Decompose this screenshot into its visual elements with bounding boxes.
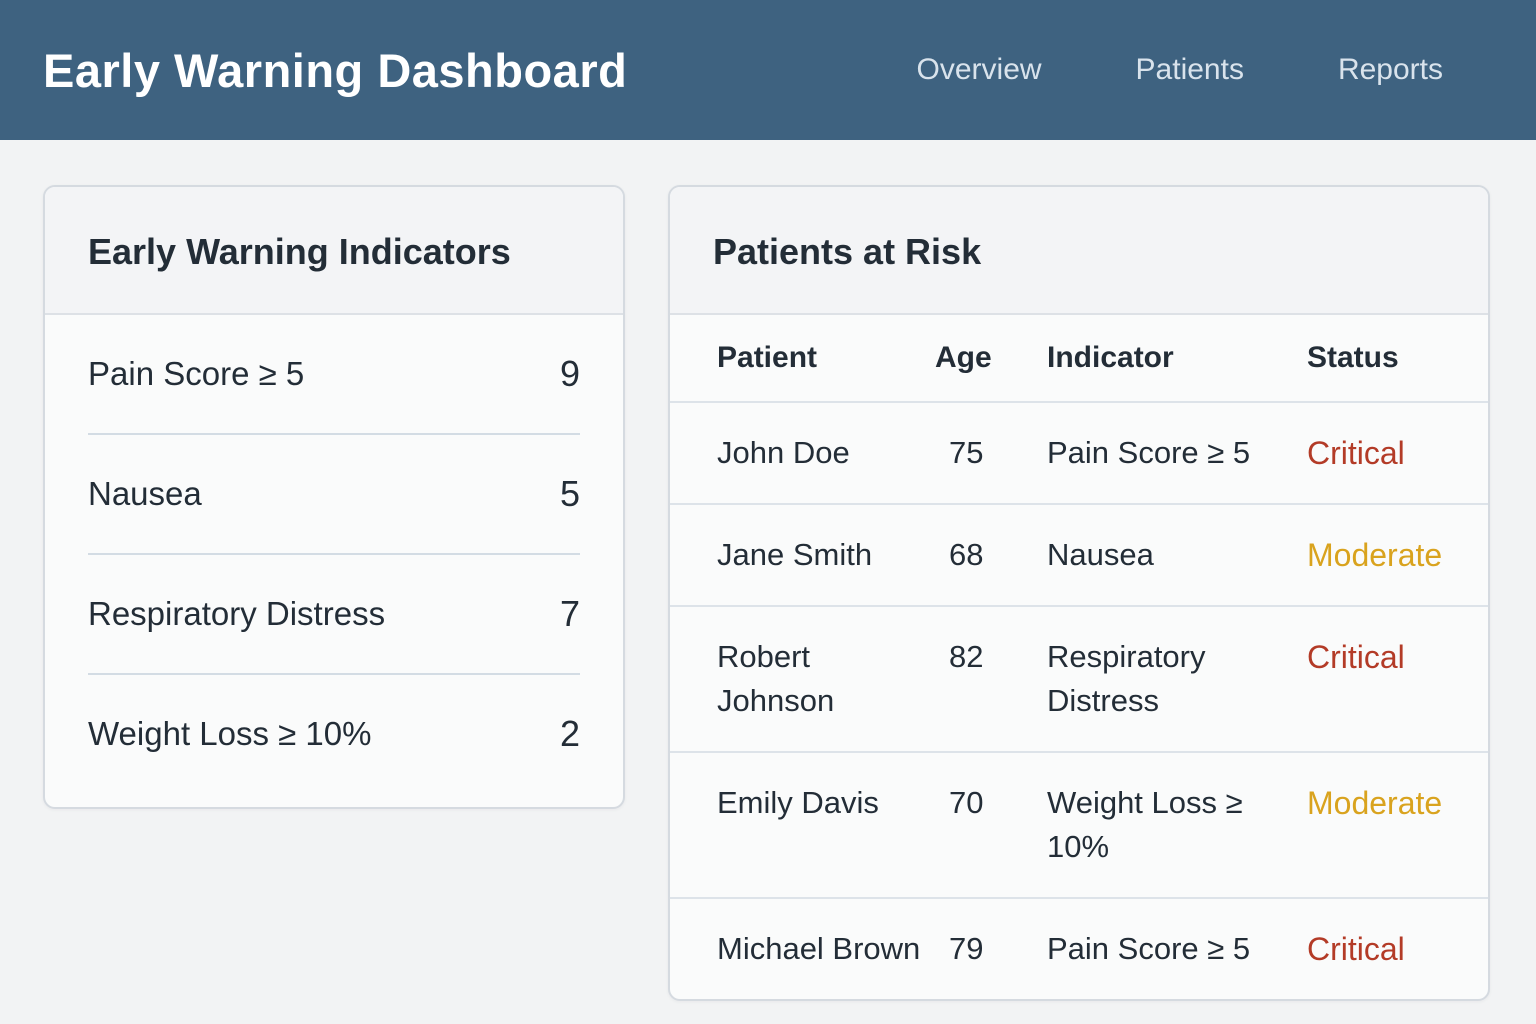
patient-name-cell: Emily Davis: [717, 785, 879, 820]
patient-age-cell: 70: [949, 785, 984, 820]
patient-name-cell: John Doe: [717, 435, 850, 470]
patients-table-body: John Doe 75 Pain Score ≥ 5 Critical Jane…: [670, 401, 1488, 999]
patient-row: Emily Davis 70 Weight Loss ≥ 10% Moderat…: [670, 751, 1488, 897]
app-title: Early Warning Dashboard: [43, 43, 628, 97]
patient-row: Michael Brown 79 Pain Score ≥ 5 Critical: [670, 897, 1488, 999]
nav-item-reports[interactable]: Reports: [1337, 53, 1443, 86]
patients-table-header: Patient Age Indicator Status: [670, 315, 1488, 401]
patient-name-cell: Jane Smith: [717, 537, 873, 572]
patient-indicator-cell: Nausea: [1047, 537, 1154, 572]
patient-age-cell: 82: [949, 639, 984, 674]
patient-status-cell: Critical: [1307, 435, 1405, 471]
top-nav: Overview Patients Reports: [917, 53, 1443, 87]
indicator-label: Nausea: [88, 475, 202, 512]
patient-name-cell: Michael Brown: [717, 931, 921, 966]
indicator-row: Nausea 5: [88, 433, 580, 553]
patient-age-cell: 75: [949, 435, 984, 470]
indicator-row: Weight Loss ≥ 10% 2: [88, 673, 580, 793]
column-header-status: Status: [1307, 341, 1399, 374]
nav-item-overview[interactable]: Overview: [916, 53, 1042, 86]
indicator-value: 9: [559, 353, 580, 394]
patients-card-title: Patients at Risk: [713, 231, 982, 272]
indicator-label: Weight Loss ≥ 10%: [88, 715, 372, 752]
indicators-card-header: Early Warning Indicators: [45, 187, 623, 315]
patient-status-cell: Critical: [1307, 639, 1405, 675]
patients-at-risk-card: Patients at Risk Patient Age Indicator S…: [668, 185, 1490, 1001]
nav-item-patients[interactable]: Patients: [1135, 53, 1244, 86]
patient-row: Robert Johnson 82 Respiratory Distress C…: [670, 605, 1488, 751]
indicator-list: Pain Score ≥ 5 9 Nausea 5 Respiratory Di…: [45, 315, 623, 807]
indicator-value: 7: [559, 593, 580, 634]
indicator-label: Pain Score ≥ 5: [88, 355, 305, 392]
patient-indicator-cell: Weight Loss ≥ 10%: [1047, 785, 1243, 864]
patient-status-cell: Moderate: [1307, 537, 1443, 573]
patients-card-header: Patients at Risk: [670, 187, 1488, 315]
column-header-patient: Patient: [717, 341, 818, 374]
indicator-row: Pain Score ≥ 5 9: [88, 315, 580, 433]
indicators-card-title: Early Warning Indicators: [88, 231, 511, 272]
app-header: Early Warning Dashboard Overview Patient…: [0, 0, 1536, 140]
patient-age-cell: 68: [949, 537, 984, 572]
patient-indicator-cell: Respiratory Distress: [1047, 639, 1206, 718]
patient-indicator-cell: Pain Score ≥ 5: [1047, 435, 1251, 470]
indicator-row: Respiratory Distress 7: [88, 553, 580, 673]
early-warning-indicators-card: Early Warning Indicators Pain Score ≥ 5 …: [43, 185, 625, 809]
patient-status-cell: Critical: [1307, 931, 1405, 967]
patient-row: Jane Smith 68 Nausea Moderate: [670, 503, 1488, 605]
indicator-value: 5: [559, 473, 580, 514]
column-header-indicator: Indicator: [1047, 341, 1174, 374]
column-header-age: Age: [935, 341, 992, 374]
patient-name-cell: Robert Johnson: [717, 639, 835, 718]
patient-indicator-cell: Pain Score ≥ 5: [1047, 931, 1251, 966]
patient-age-cell: 79: [949, 931, 984, 966]
patient-row: John Doe 75 Pain Score ≥ 5 Critical: [670, 401, 1488, 503]
indicator-value: 2: [559, 713, 580, 754]
indicator-label: Respiratory Distress: [88, 595, 386, 632]
patient-status-cell: Moderate: [1307, 785, 1443, 821]
